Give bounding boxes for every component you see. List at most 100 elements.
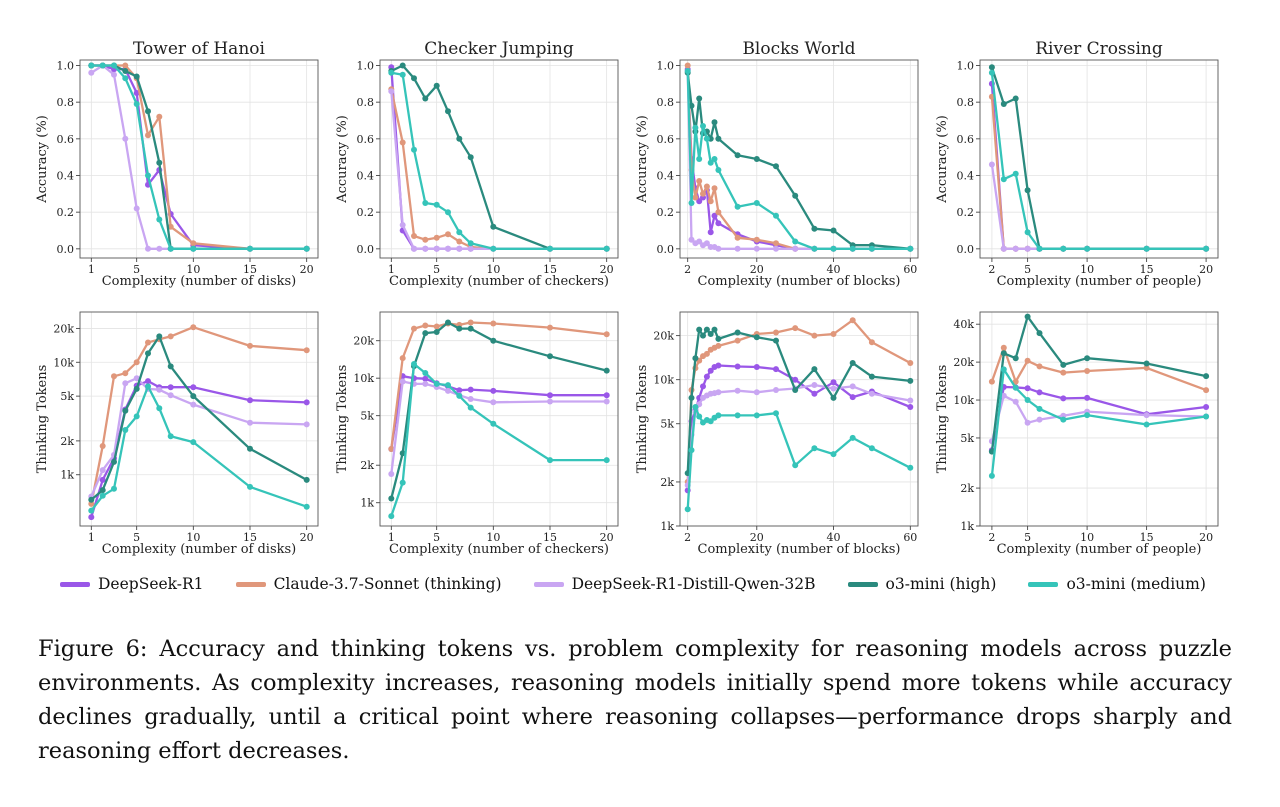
axes-frame <box>79 59 319 259</box>
data-point <box>1060 361 1067 368</box>
data-point <box>122 135 129 142</box>
legend-label: DeepSeek-R1 <box>98 575 204 593</box>
series-line <box>990 164 1207 250</box>
data-point <box>849 317 856 324</box>
y-tick-label: 0.8 <box>957 96 975 109</box>
data-point <box>547 457 553 464</box>
series-claude-3-7-sonnet-thinking- <box>684 317 914 485</box>
y-tick-label: 0.2 <box>357 206 375 219</box>
x-tick-label: 40 <box>827 531 841 544</box>
data-point <box>411 361 417 367</box>
series-line <box>990 96 1207 250</box>
y-axis-label: Accuracy (%) <box>635 115 650 204</box>
data-point <box>734 412 741 419</box>
data-point <box>734 363 741 370</box>
data-point <box>688 102 695 109</box>
y-tick-label: 10k <box>53 356 74 369</box>
series-deepseek-r1-distill-qwen-32b <box>684 382 914 489</box>
legend-item-deepseek-r1: DeepSeek-R1 <box>60 575 204 593</box>
y-tick-label: 5k <box>660 418 674 431</box>
data-point <box>133 73 140 80</box>
series-line <box>686 405 911 510</box>
data-point <box>133 413 140 420</box>
data-point <box>1024 245 1031 252</box>
data-point <box>433 234 440 241</box>
data-point <box>711 156 718 162</box>
series-claude-3-7-sonnet-thinking- <box>88 62 310 252</box>
data-point <box>734 245 741 252</box>
data-point <box>422 245 429 252</box>
data-point <box>700 332 706 339</box>
x-tick-label: 10 <box>486 263 500 276</box>
data-point <box>399 71 406 78</box>
data-point <box>445 209 451 216</box>
data-point <box>1084 394 1091 401</box>
series-line <box>686 319 911 482</box>
y-axis-label: Accuracy (%) <box>935 115 950 204</box>
data-point <box>303 503 310 510</box>
data-point <box>907 377 914 384</box>
x-tick-label: 1 <box>388 263 395 276</box>
data-point <box>156 113 163 120</box>
data-point <box>711 326 718 333</box>
x-tick-label: 15 <box>1140 531 1154 544</box>
data-point <box>99 443 106 449</box>
axes-frame <box>79 311 319 527</box>
data-point <box>111 458 117 465</box>
data-point <box>811 445 818 452</box>
data-point <box>773 245 779 252</box>
data-point <box>422 95 429 102</box>
series-deepseek-r1 <box>988 80 1210 252</box>
data-point <box>167 363 174 370</box>
data-point <box>707 367 714 374</box>
series-o3-mini-medium- <box>684 68 914 252</box>
data-point <box>490 320 497 327</box>
x-tick-label: 15 <box>543 263 557 276</box>
data-point <box>734 203 741 210</box>
data-point <box>411 146 417 153</box>
data-point <box>1143 245 1150 252</box>
data-point <box>1000 245 1007 252</box>
x-tick-label: 20 <box>600 263 614 276</box>
series-line <box>91 64 307 250</box>
data-point <box>388 446 395 452</box>
legend-swatch <box>235 581 266 587</box>
data-point <box>1203 245 1210 252</box>
data-point <box>811 225 818 232</box>
series-line <box>686 72 911 250</box>
data-point <box>753 156 760 162</box>
legend-label: Claude-3.7-Sonnet (thinking) <box>273 575 502 593</box>
data-point <box>707 159 714 166</box>
data-point <box>247 342 253 349</box>
series-claude-3-7-sonnet-thinking- <box>988 344 1210 394</box>
data-point <box>145 245 151 252</box>
data-point <box>399 139 406 146</box>
data-point <box>1203 413 1210 420</box>
data-point <box>547 353 553 360</box>
x-tick-label: 5 <box>433 531 440 544</box>
data-point <box>703 183 710 190</box>
data-point <box>830 379 837 386</box>
y-axis-label: Accuracy (%) <box>335 115 350 204</box>
series-line <box>390 321 607 499</box>
data-point <box>1012 398 1019 405</box>
data-point <box>811 366 818 373</box>
data-point <box>1012 378 1019 385</box>
data-point <box>811 390 818 397</box>
data-point <box>753 245 760 252</box>
data-point <box>1012 384 1019 391</box>
y-tick-label: 0.6 <box>357 133 375 146</box>
x-tick-label: 10 <box>186 531 200 544</box>
data-point <box>707 331 714 337</box>
data-point <box>422 375 429 382</box>
data-point <box>1012 355 1019 362</box>
data-point <box>696 95 703 102</box>
x-axis-label: Complexity (number of blocks) <box>698 274 901 289</box>
series-claude-3-7-sonnet-thinking- <box>88 324 310 507</box>
data-point <box>703 240 710 247</box>
data-point <box>696 238 703 245</box>
legend-swatch <box>60 581 90 587</box>
data-point <box>830 331 837 337</box>
